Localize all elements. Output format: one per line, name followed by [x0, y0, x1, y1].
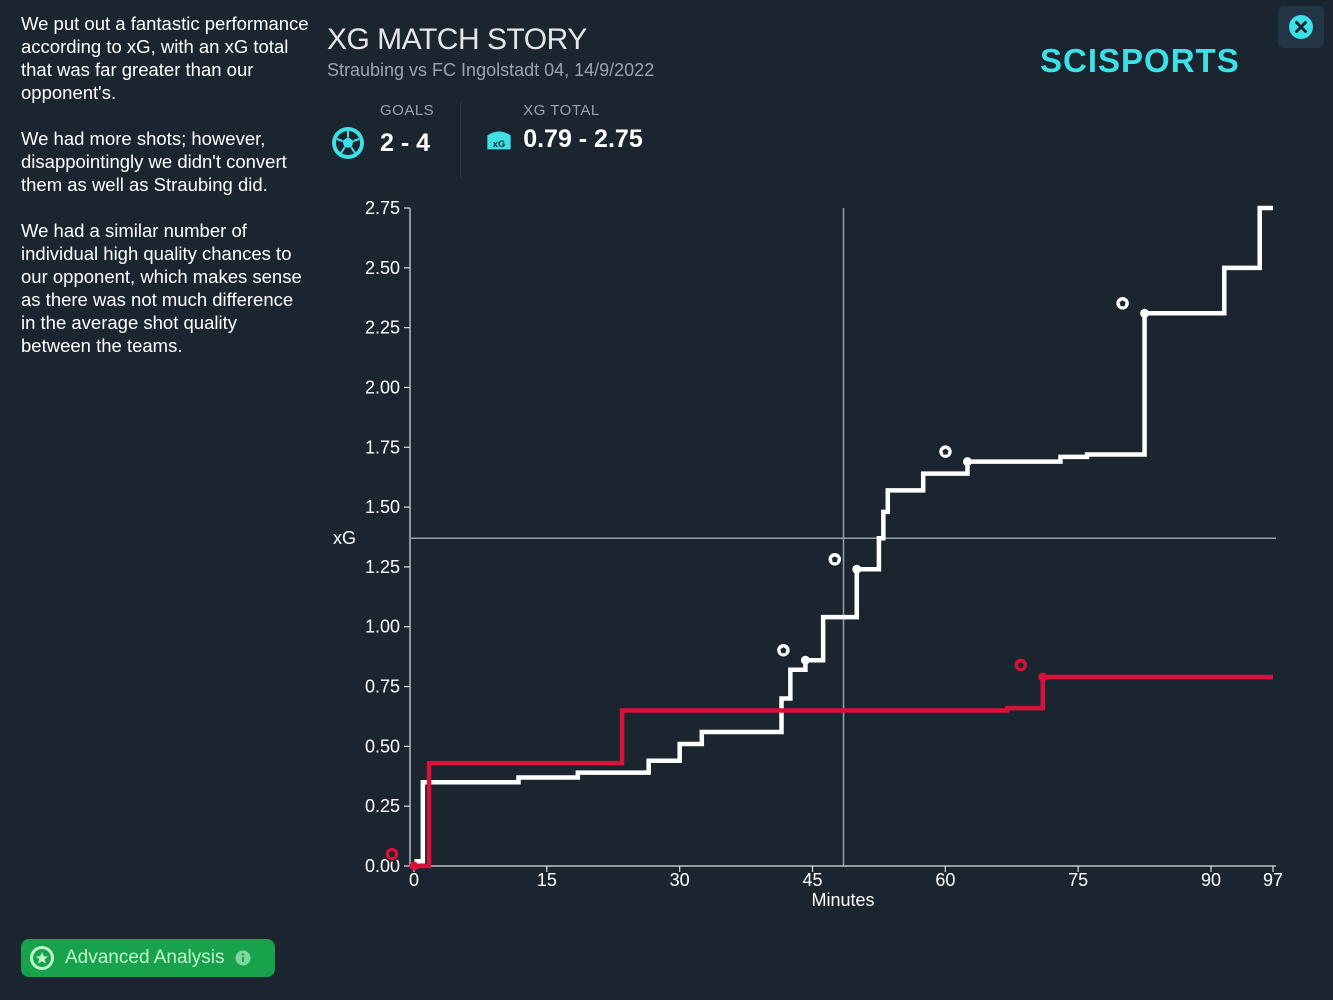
goal-point	[1038, 672, 1048, 682]
advanced-analysis-label: Advanced Analysis	[65, 947, 225, 968]
goal-point	[800, 655, 810, 665]
goals-stat: GOALS 2 - 4	[330, 102, 434, 178]
close-icon	[1289, 15, 1313, 39]
xg-chart: 0.000.250.500.751.001.251.501.752.002.25…	[333, 198, 1283, 910]
summary-paragraph: We had more shots; however, disappointin…	[21, 128, 287, 195]
x-axis-label: Minutes	[811, 890, 874, 910]
away-xg-line	[414, 205, 1273, 869]
goal-point	[1140, 308, 1150, 318]
goal-ball-icon	[1114, 295, 1131, 312]
goal-point	[409, 861, 419, 871]
y-tick-label: 1.50	[365, 497, 400, 517]
goals-label: GOALS	[380, 102, 435, 119]
y-tick-label: 2.25	[365, 318, 400, 338]
star-badge-icon	[30, 946, 54, 970]
match-subtitle: Straubing vs FC Ingolstadt 04, 14/9/2022	[327, 60, 655, 80]
match-summary: We put out a fantastic performance accor…	[21, 12, 311, 380]
page-title: XG MATCH STORY	[327, 23, 587, 56]
x-tick-label: 15	[537, 870, 557, 890]
xg-stat: XG TOTAL xG 0.79 - 2.75	[485, 102, 643, 178]
goal-ball-icon	[937, 443, 954, 460]
y-tick-label: 2.75	[365, 198, 400, 218]
football-icon	[332, 127, 364, 159]
close-button[interactable]	[1278, 6, 1324, 48]
x-tick-label: 0	[409, 870, 419, 890]
y-tick-label: 0.50	[365, 736, 400, 756]
goal-point	[852, 564, 862, 574]
x-tick-label: 45	[802, 870, 822, 890]
goal-ball-icon	[1013, 657, 1029, 673]
y-axis-label: xG	[333, 528, 356, 548]
home-xg-line	[414, 674, 1273, 869]
page-header: XG MATCH STORY Straubing vs FC Ingolstad…	[327, 22, 654, 81]
scisports-logo: SCISPORTS	[1040, 42, 1240, 79]
y-tick-label: 0.75	[365, 677, 400, 697]
x-tick-label: 75	[1068, 870, 1088, 890]
y-tick-label: 1.00	[365, 617, 400, 637]
x-tick-label: 90	[1201, 870, 1221, 890]
x-tick-label: 97	[1263, 870, 1283, 890]
y-tick-label: 2.50	[365, 258, 400, 278]
match-stats: GOALS 2 - 4 XG TOTAL xG 0.79 - 2.75	[330, 102, 643, 178]
stat-divider	[460, 102, 462, 178]
goal-point	[962, 457, 972, 467]
xg-total-value: 0.79 - 2.75	[523, 125, 643, 153]
summary-paragraph: We had a similar number of individual hi…	[21, 220, 302, 356]
goal-ball-icon	[775, 642, 792, 658]
y-tick-label: 2.00	[365, 377, 400, 397]
xg-goal-icon: xG	[487, 130, 511, 149]
goal-ball-icon	[827, 551, 843, 568]
summary-paragraph: We put out a fantastic performance accor…	[21, 13, 309, 103]
xg-total-label: XG TOTAL	[523, 102, 600, 119]
advanced-analysis-button[interactable]: Advanced Analysis	[21, 939, 275, 977]
y-tick-label: 1.75	[365, 437, 400, 457]
y-tick-label: 1.25	[365, 557, 400, 577]
x-tick-label: 30	[670, 870, 690, 890]
goal-ball-icon	[384, 846, 400, 862]
x-tick-label: 60	[935, 870, 955, 890]
xg-icon-text: xG	[493, 139, 505, 149]
goals-value: 2 - 4	[380, 128, 431, 157]
info-icon[interactable]	[235, 950, 251, 966]
y-tick-label: 0.25	[365, 796, 400, 816]
